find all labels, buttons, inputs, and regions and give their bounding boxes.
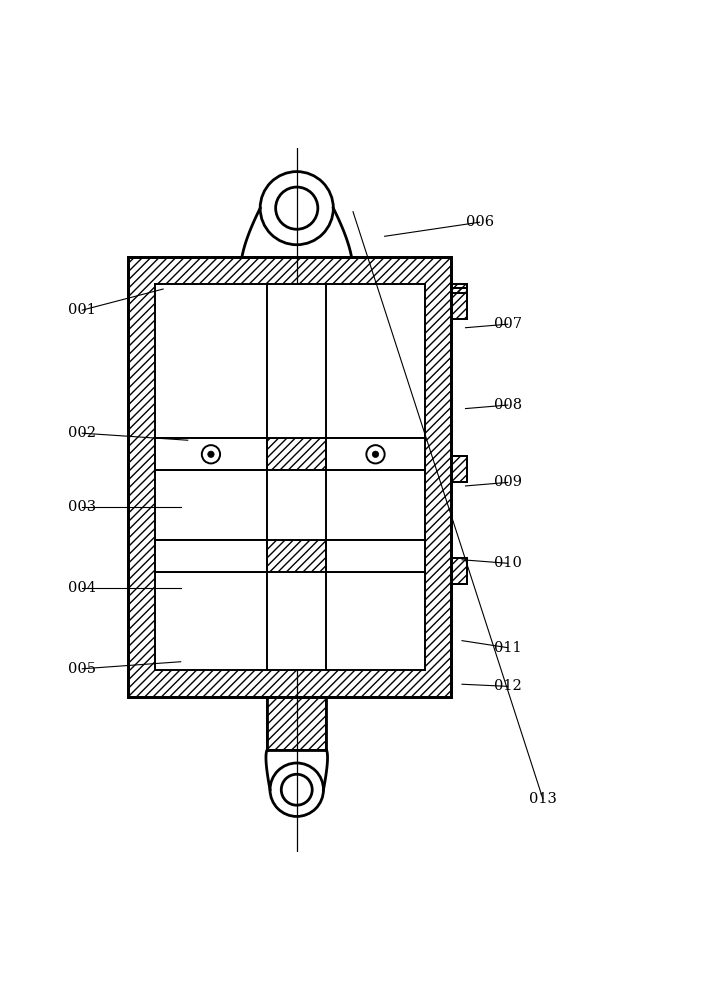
Bar — [326, 438, 425, 470]
Bar — [155, 284, 425, 670]
Circle shape — [202, 445, 220, 463]
Bar — [267, 284, 326, 438]
Bar — [155, 438, 425, 470]
Bar — [451, 284, 467, 293]
Bar — [326, 540, 425, 572]
Bar — [267, 572, 326, 670]
Text: 010: 010 — [493, 556, 522, 570]
Bar — [128, 257, 451, 697]
Circle shape — [366, 445, 385, 463]
Text: 005: 005 — [68, 662, 96, 676]
Circle shape — [372, 451, 378, 457]
Text: 011: 011 — [494, 641, 522, 655]
Bar — [267, 470, 326, 540]
Text: 008: 008 — [493, 398, 522, 412]
Bar — [155, 540, 425, 572]
Text: 001: 001 — [68, 303, 96, 317]
Text: 007: 007 — [493, 317, 522, 331]
Text: 013: 013 — [529, 792, 557, 806]
Circle shape — [208, 451, 214, 457]
Bar — [451, 456, 467, 482]
Bar — [128, 257, 451, 697]
Text: 006: 006 — [465, 215, 493, 229]
Text: 004: 004 — [68, 581, 96, 595]
Bar — [155, 438, 267, 470]
Bar — [267, 697, 326, 750]
Text: 003: 003 — [68, 500, 96, 514]
Bar — [451, 288, 467, 319]
Bar — [155, 540, 267, 572]
Text: 012: 012 — [493, 679, 522, 693]
Text: 009: 009 — [493, 475, 522, 489]
Text: 002: 002 — [68, 426, 96, 440]
Bar — [451, 558, 467, 584]
Bar — [267, 284, 326, 670]
